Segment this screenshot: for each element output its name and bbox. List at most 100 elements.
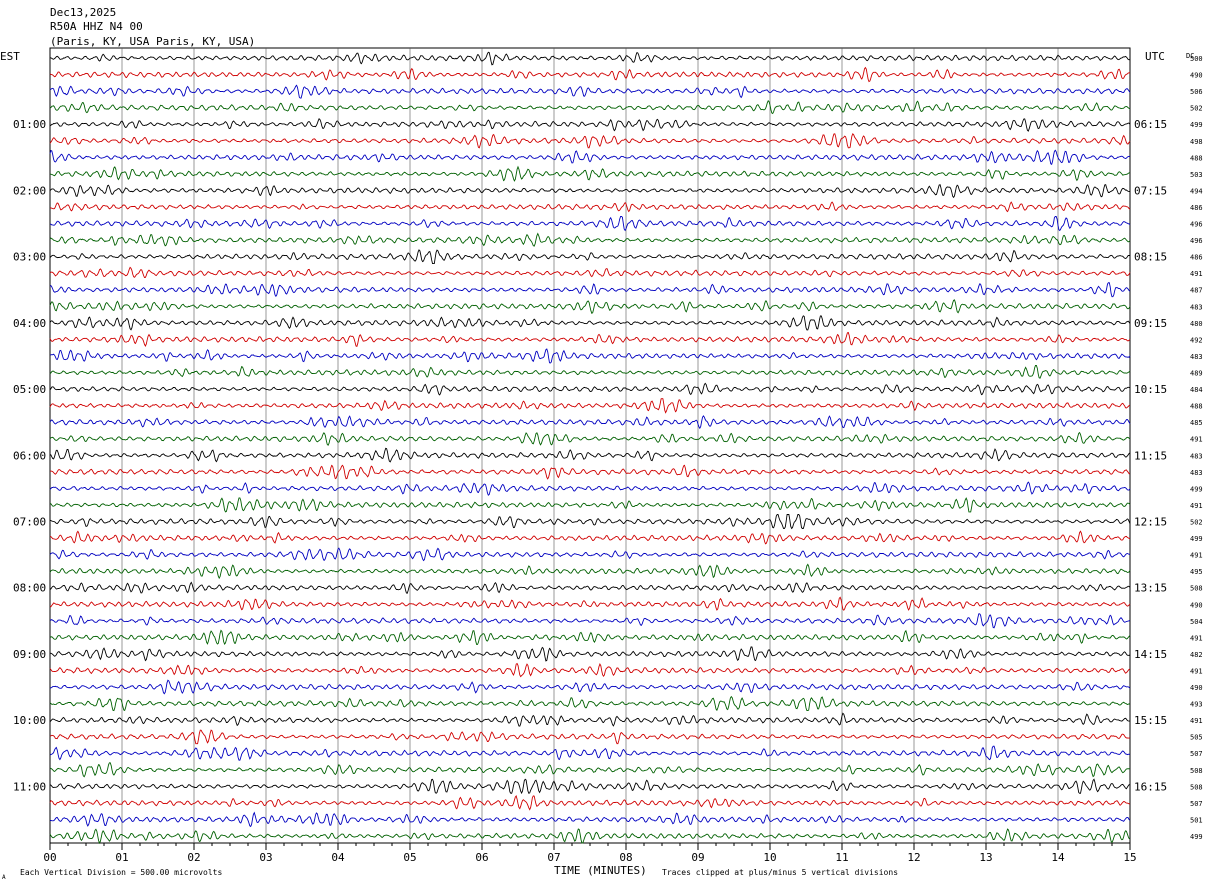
dc-value-label: 486 [1190, 204, 1203, 212]
x-tick-label-03: 03 [259, 851, 272, 864]
trace-row-38 [49, 662, 1131, 678]
dc-value-label: 483 [1190, 303, 1203, 311]
trace-row-19 [50, 348, 1131, 364]
dc-value-label: 490 [1190, 684, 1203, 692]
trace-row-1 [49, 51, 1131, 66]
utc-hour-label: 11:15 [1134, 449, 1167, 462]
trace-row-35 [49, 613, 1131, 629]
trace-row-27 [49, 481, 1131, 496]
dc-value-label: 496 [1190, 221, 1203, 229]
dc-value-label: 500 [1190, 55, 1203, 63]
trace-row-13 [49, 249, 1131, 265]
plot-date: Dec13,2025 [50, 6, 116, 19]
plot-frame [49, 47, 1131, 844]
dc-value-label: 482 [1190, 651, 1203, 659]
dc-value-label: 491 [1190, 634, 1203, 642]
trace-row-26 [50, 464, 1131, 480]
utc-hour-label: 06:15 [1134, 118, 1167, 131]
utc-hour-label: 12:15 [1134, 515, 1167, 528]
utc-hour-label: 09:15 [1134, 317, 1167, 330]
est-hour-label: 01:00 [13, 118, 46, 131]
trace-row-33 [49, 581, 1131, 594]
trace-row-31 [49, 547, 1131, 562]
x-tick-label-10: 10 [763, 851, 776, 864]
dc-value-label: 499 [1190, 485, 1203, 493]
utc-hour-label: 10:15 [1134, 383, 1167, 396]
trace-row-44 [49, 762, 1131, 778]
corner-mark: A [2, 874, 6, 881]
trace-row-37 [49, 646, 1131, 662]
minute-gridlines [121, 48, 1059, 843]
dc-value-label: 504 [1190, 618, 1203, 626]
est-hour-label: 08:00 [13, 582, 46, 595]
utc-hour-label: 07:15 [1134, 184, 1167, 197]
trace-row-28 [49, 497, 1131, 513]
right-timezone-label: UTC [1145, 50, 1165, 63]
dc-value-label: 480 [1190, 320, 1203, 328]
dc-value-label: 508 [1190, 767, 1203, 775]
dc-header-label: DC [1186, 52, 1194, 60]
x-tick-label-04: 04 [331, 851, 345, 864]
trace-row-4 [49, 100, 1131, 115]
dc-value-label: 491 [1190, 270, 1203, 278]
trace-row-17 [49, 315, 1131, 331]
utc-hour-label: 14:15 [1134, 648, 1167, 661]
dc-value-label: 491 [1190, 667, 1203, 675]
x-tick-label-11: 11 [835, 851, 848, 864]
utc-hour-label: 16:15 [1134, 780, 1167, 793]
dc-value-label: 491 [1190, 436, 1203, 444]
trace-row-15 [49, 282, 1131, 298]
trace-row-10 [49, 201, 1131, 213]
dc-value-label: 488 [1190, 403, 1203, 411]
est-hour-label: 04:00 [13, 317, 46, 330]
trace-row-5 [49, 118, 1131, 132]
est-hour-label: 02:00 [13, 184, 46, 197]
x-tick-label-00: 00 [43, 851, 56, 864]
clip-note: Traces clipped at plus/minus 5 vertical … [662, 868, 898, 877]
trace-row-41 [49, 712, 1131, 727]
trace-row-20 [49, 365, 1131, 379]
dc-value-label: 483 [1190, 452, 1203, 460]
trace-row-45 [49, 778, 1130, 795]
utc-hour-label: 15:15 [1134, 714, 1167, 727]
dc-value-label: 487 [1190, 287, 1203, 295]
dc-value-label: 507 [1190, 800, 1203, 808]
trace-row-40 [49, 695, 1131, 712]
x-tick-label-14: 14 [1051, 851, 1065, 864]
est-hour-label: 06:00 [13, 449, 46, 462]
dc-value-label: 485 [1190, 419, 1203, 427]
x-tick-label-06: 06 [475, 851, 488, 864]
utc-hour-labels: 06:15 07:15 08:15 09:15 10:15 11:15 12:15 13:15… [1134, 118, 1167, 793]
dc-offset-labels: 500 490 506 502 499 498 488 503 494 486 496 496 486 4… [1190, 55, 1203, 841]
trace-row-42 [49, 729, 1131, 745]
dc-value-label: 502 [1190, 518, 1203, 526]
dc-value-label: 506 [1190, 88, 1203, 96]
dc-value-label: 499 [1190, 121, 1203, 129]
trace-row-43 [49, 745, 1131, 761]
trace-row-11 [50, 216, 1131, 232]
trace-row-18 [49, 331, 1131, 348]
est-hour-label: 05:00 [13, 383, 46, 396]
x-tick-label-08: 08 [619, 851, 632, 864]
trace-row-7 [49, 149, 1131, 165]
trace-row-8 [49, 165, 1131, 182]
trace-row-39 [49, 679, 1131, 695]
trace-row-47 [49, 811, 1131, 828]
dc-value-label: 508 [1190, 585, 1203, 593]
dc-value-label: 493 [1190, 701, 1203, 709]
dc-value-label: 490 [1190, 72, 1203, 80]
trace-row-46 [49, 795, 1131, 811]
dc-value-label: 503 [1190, 171, 1203, 179]
trace-row-32 [49, 563, 1131, 580]
x-tick-label-07: 07 [547, 851, 560, 864]
dc-value-label: 508 [1190, 783, 1203, 791]
dc-value-label: 494 [1190, 187, 1203, 195]
est-hour-labels: 01:00 02:00 03:00 04:00 05:00 06:00 07:00 08:00… [13, 118, 46, 793]
seismic-traces [49, 51, 1131, 845]
utc-hour-label: 08:15 [1134, 251, 1167, 264]
dc-value-label: 486 [1190, 254, 1203, 262]
trace-row-22 [49, 398, 1131, 414]
dc-value-label: 483 [1190, 353, 1203, 361]
trace-row-48 [49, 828, 1131, 845]
